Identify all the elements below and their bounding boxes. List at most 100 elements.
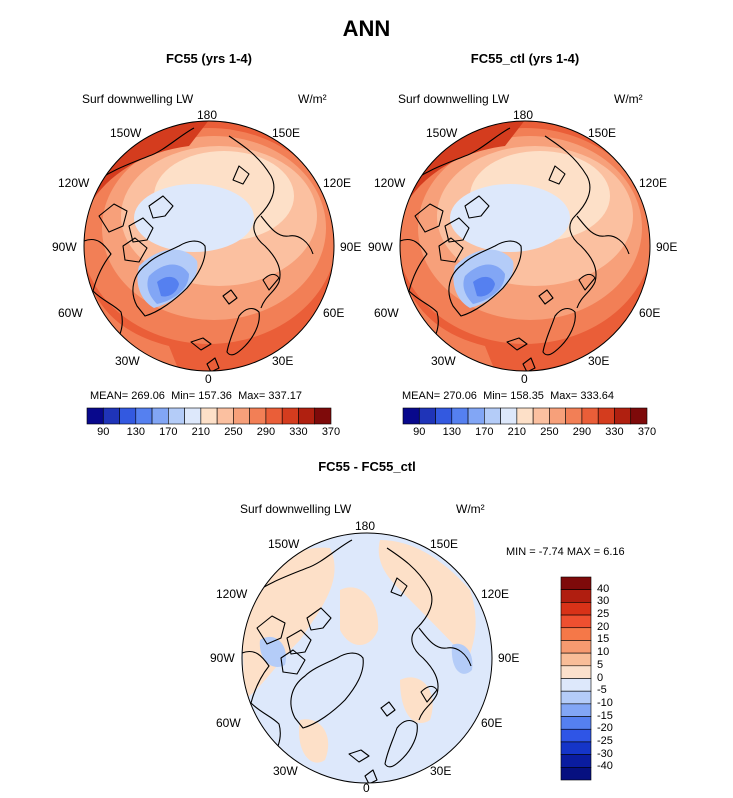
colorbar-1-swatch <box>135 407 153 425</box>
colorbar-2-tick-label: 210 <box>507 426 527 438</box>
colorbar-2-swatch <box>418 407 436 425</box>
max-value-2: 333.64 <box>580 390 614 402</box>
colorbar-3-swatch <box>560 690 592 705</box>
max-label-3: MAX = <box>566 546 601 558</box>
lon-label-120w-3: 120W <box>216 587 248 601</box>
lon-label-90w-1: 90W <box>52 240 77 254</box>
colorbar-3-tick-label: -40 <box>597 760 613 773</box>
colorbar-3-tick-label: 15 <box>597 633 610 646</box>
variable-label-1: Surf downwelling LW <box>82 92 194 106</box>
lon-label-30e-3: 30E <box>430 764 452 778</box>
colorbar-2 <box>402 407 648 425</box>
page-title: ANN <box>342 16 391 41</box>
colorbar-1-swatch <box>265 407 283 425</box>
map-panel-1 <box>83 120 335 372</box>
lon-label-150e-3: 150E <box>430 537 459 551</box>
colorbar-1-swatch <box>200 407 218 425</box>
colorbar-3-tick-label: 10 <box>597 646 610 659</box>
colorbar-3-tick-label: -15 <box>597 709 613 722</box>
field-shading-2 <box>400 121 650 371</box>
colorbar-1-tick-label: 250 <box>224 426 243 438</box>
lon-label-60w-2: 60W <box>374 306 399 320</box>
lon-label-150e-2: 150E <box>588 126 617 140</box>
colorbar-3-swatch <box>560 716 592 730</box>
colorbar-2-swatch <box>549 407 566 425</box>
min-value-2: 158.35 <box>510 390 544 402</box>
colorbar-3-tick-label: 25 <box>597 608 610 621</box>
lon-label-120e-2: 120E <box>639 176 668 190</box>
lon-label-30e-2: 30E <box>588 354 610 368</box>
colorbar-2-swatch <box>532 407 550 425</box>
colorbar-3-swatch <box>560 665 592 679</box>
lon-label-30w-2: 30W <box>431 354 456 368</box>
colorbar-3-tick-label: -25 <box>597 734 613 747</box>
stats-2: MEAN= 270.06 Min= 158.35 Max= 333.64 <box>402 390 614 402</box>
min-label-2: Min= <box>483 390 508 402</box>
colorbar-1-swatch <box>233 407 250 425</box>
lon-label-90w-2: 90W <box>368 240 393 254</box>
colorbar-1-swatch <box>249 407 267 425</box>
colorbar-2-swatch <box>435 407 453 425</box>
lon-label-150w-2: 150W <box>426 126 458 140</box>
colorbar-3-tick-label: -10 <box>597 696 613 709</box>
units-label-1: W/m² <box>298 92 327 106</box>
colorbar-2-swatch <box>597 407 615 425</box>
lon-label-150w-3: 150W <box>268 537 300 551</box>
colorbar-3-tick-label: 20 <box>597 620 610 633</box>
lon-label-30w-1: 30W <box>115 354 140 368</box>
lon-label-30e-1: 30E <box>272 354 294 368</box>
max-label-2: Max= <box>550 390 578 402</box>
lon-label-0-2: 0 <box>521 372 528 386</box>
colorbar-3-swatch <box>560 627 592 641</box>
lon-label-60e-3: 60E <box>481 716 503 730</box>
lon-label-120e-3: 120E <box>481 587 510 601</box>
min-value-1: 157.36 <box>198 390 232 402</box>
colorbar-3-swatch <box>560 678 592 692</box>
min-label-1: Min= <box>171 390 196 402</box>
lon-label-90e-2: 90E <box>656 240 678 254</box>
colorbar-1-tick-label: 210 <box>191 426 211 438</box>
colorbar-1-swatch <box>151 407 169 425</box>
field-shading-1 <box>84 121 334 371</box>
colorbar-2-swatch <box>516 407 534 425</box>
colorbar-3-tick-label: -5 <box>597 684 607 697</box>
colorbar-1-swatch <box>168 407 185 425</box>
colorbar-2-swatch <box>500 407 518 425</box>
lon-label-120e-1: 120E <box>323 176 352 190</box>
min-label-3: MIN = <box>506 546 536 558</box>
colorbar-1-tick-label: 330 <box>289 426 308 438</box>
colorbar-2-swatch <box>581 407 599 425</box>
colorbar-2-tick-label: 90 <box>413 426 426 438</box>
colorbar-3-swatch <box>560 754 592 768</box>
colorbar-2-swatch <box>565 407 583 425</box>
colorbar-3-swatch <box>560 602 592 616</box>
lon-label-30w-3: 30W <box>273 764 298 778</box>
colorbar-1-swatch <box>298 407 316 425</box>
variable-label-3: Surf downwelling LW <box>240 502 352 516</box>
map-panel-2 <box>399 120 651 372</box>
colorbar-3-tick-label: 40 <box>597 582 610 595</box>
lon-label-180-1: 180 <box>197 108 218 122</box>
colorbar-1-swatch <box>119 407 137 425</box>
units-label-3: W/m² <box>456 502 485 516</box>
colorbar-3-swatch <box>560 576 592 590</box>
colorbar-3-swatch <box>560 728 592 743</box>
colorbar-3-tick-label: 5 <box>597 658 604 671</box>
lon-label-180-3: 180 <box>355 519 376 533</box>
colorbar-1-tick-label: 370 <box>321 426 341 438</box>
colorbar-2-swatch <box>451 407 469 425</box>
map-border-2 <box>399 120 651 372</box>
colorbar-1-tick-label: 130 <box>126 426 145 438</box>
max-value-3: 6.16 <box>603 546 625 558</box>
colorbar-3-tick-label: -30 <box>597 747 613 760</box>
mean-value-1: 269.06 <box>131 390 165 402</box>
panel-title-2: FC55_ctl (yrs 1-4) <box>470 51 580 66</box>
lon-label-180-2: 180 <box>513 108 534 122</box>
min-value-3: -7.74 <box>538 546 564 558</box>
colorbar-3-swatch <box>560 767 592 781</box>
lon-label-60e-2: 60E <box>639 306 661 320</box>
stats-3: MIN = -7.74 MAX = 6.16 <box>506 546 625 558</box>
colorbar-3-tick-label: -20 <box>597 722 613 735</box>
lon-label-150w-1: 150W <box>110 126 142 140</box>
